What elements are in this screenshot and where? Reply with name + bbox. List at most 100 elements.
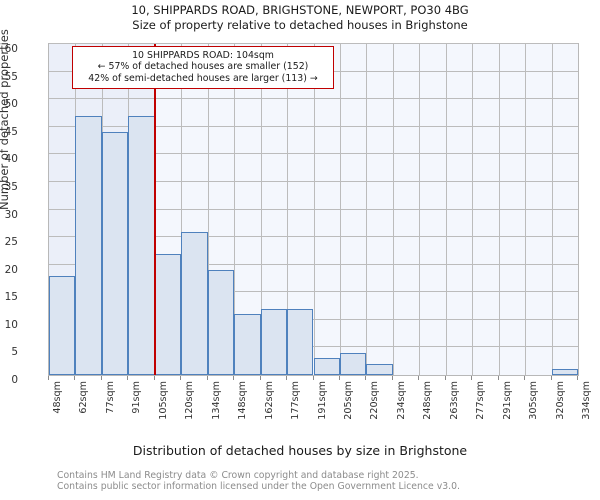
x-axis-tick-mark <box>180 376 182 380</box>
y-tick-value: 20 <box>4 263 18 276</box>
gridline-vertical <box>445 44 447 375</box>
x-axis-tick-label: 320sqm <box>554 381 566 420</box>
gridline-vertical <box>313 44 315 375</box>
x-axis-tick-label: 263sqm <box>448 381 460 420</box>
gridline-vertical <box>472 44 474 375</box>
x-axis-tick-label: 177sqm <box>290 381 302 420</box>
histogram-bar <box>154 253 182 375</box>
gridline-vertical <box>260 44 262 375</box>
footer-line-2: Contains public sector information licen… <box>57 481 460 492</box>
y-tick-value: 30 <box>4 208 18 221</box>
histogram-bar <box>128 115 155 375</box>
gridline-vertical <box>287 44 289 375</box>
histogram-bar <box>49 275 76 375</box>
x-axis-tick-label: 134sqm <box>210 381 222 420</box>
y-tick-value: 5 <box>11 346 18 359</box>
x-axis-tick-mark <box>338 376 340 380</box>
histogram-bar <box>234 314 261 375</box>
histogram-bar <box>181 231 208 375</box>
x-axis-tick-mark <box>100 376 102 380</box>
y-tick-value: 45 <box>4 125 18 138</box>
gridline-vertical <box>419 44 421 375</box>
x-axis-tick-mark <box>233 376 235 380</box>
x-axis-tick-label: 220sqm <box>369 381 381 420</box>
x-axis-tick-mark <box>524 376 526 380</box>
gridline-vertical <box>525 44 527 375</box>
y-tick-value: 10 <box>4 318 18 331</box>
y-tick-value: 0 <box>11 374 18 386</box>
page-title: 10, SHIPPARDS ROAD, BRIGHSTONE, NEWPORT,… <box>131 3 469 17</box>
x-axis-tick-label: 291sqm <box>501 381 513 420</box>
histogram-bar <box>313 358 340 375</box>
y-tick-value: 50 <box>4 98 18 111</box>
annotation-property-size: 10 SHIPPARDS ROAD: 104sqm <box>132 50 274 61</box>
x-axis-tick-mark <box>312 376 314 380</box>
x-axis-tick-label: 91sqm <box>131 381 143 414</box>
y-tick-value: 25 <box>4 236 18 249</box>
x-axis-tick-label: 62sqm <box>78 381 90 414</box>
x-axis-tick-mark <box>471 376 473 380</box>
page-subtitle: Size of property relative to detached ho… <box>132 18 468 32</box>
annotation-smaller-stat: ← 57% of detached houses are smaller (15… <box>97 61 309 73</box>
x-axis-tick-mark <box>153 376 155 380</box>
y-tick-value: 15 <box>4 291 18 304</box>
x-axis-tick-label: 305sqm <box>528 381 540 420</box>
x-axis-tick-mark <box>127 376 129 380</box>
x-axis-tick-mark <box>577 376 578 380</box>
histogram-bar <box>207 270 235 375</box>
x-axis-tick-label: 248sqm <box>422 381 434 420</box>
x-axis-tick-label: 334sqm <box>581 381 592 420</box>
gridline-vertical <box>234 44 236 375</box>
y-tick-value: 40 <box>4 153 18 166</box>
plot-area <box>48 43 579 376</box>
x-axis-tick-label: 148sqm <box>237 381 249 420</box>
gridline-horizontal <box>49 43 578 44</box>
histogram-bar <box>260 308 288 375</box>
x-axis-tick-mark <box>444 376 446 380</box>
x-axis-tick-label: 191sqm <box>316 381 328 420</box>
x-axis-tick-mark <box>391 376 393 380</box>
x-axis-tick-label: 48sqm <box>52 381 63 414</box>
histogram-bar <box>366 363 393 375</box>
histogram-bar <box>75 115 102 375</box>
gridline-vertical <box>551 44 553 375</box>
x-axis-tick-label: 120sqm <box>184 381 196 420</box>
y-tick-value: 35 <box>4 180 18 193</box>
x-axis-tick-label: 234sqm <box>395 381 407 420</box>
x-axis-tick-label: 205sqm <box>342 381 354 420</box>
x-axis-tick-mark <box>497 376 499 380</box>
histogram-bar <box>101 132 129 375</box>
footer-line-1: Contains HM Land Registry data © Crown c… <box>57 470 419 481</box>
x-axis-tick-mark <box>286 376 288 380</box>
histogram-bar <box>287 308 314 375</box>
y-tick-value: 60 <box>4 43 18 55</box>
histogram-bar <box>551 369 578 375</box>
x-axis-tick-mark <box>550 376 552 380</box>
x-axis-tick-label: 105sqm <box>157 381 169 420</box>
histogram-bar <box>339 352 367 375</box>
x-axis-tick-mark <box>418 376 420 380</box>
gridline-vertical <box>339 44 341 375</box>
x-axis-label: Distribution of detached houses by size … <box>132 443 468 458</box>
x-axis-tick-mark <box>206 376 208 380</box>
x-axis-tick-mark <box>259 376 261 380</box>
y-axis-label: Number of detached properties <box>0 29 11 210</box>
x-axis-tick-mark <box>74 376 76 380</box>
footer-attribution: Contains HM Land Registry data © Crown c… <box>57 470 577 492</box>
gridline-vertical <box>366 44 368 375</box>
property-annotation-box: 10 SHIPPARDS ROAD: 104sqm ← 57% of detac… <box>72 46 334 90</box>
x-axis-tick-label: 277sqm <box>475 381 487 420</box>
property-marker-line <box>153 44 156 375</box>
gridline-vertical <box>392 44 394 375</box>
x-axis-tick-mark <box>365 376 367 380</box>
annotation-larger-stat: 42% of semi-detached houses are larger (… <box>88 72 318 84</box>
gridline-vertical <box>207 44 209 375</box>
x-axis-tick-label: 77sqm <box>104 381 116 414</box>
chart-title-block: 10, SHIPPARDS ROAD, BRIGHSTONE, NEWPORT,… <box>0 3 600 33</box>
gridline-vertical <box>498 44 500 375</box>
y-tick-value: 55 <box>4 70 18 83</box>
x-axis-tick-mark <box>48 376 49 380</box>
x-axis-tick-label: 162sqm <box>263 381 275 420</box>
gridline-vertical <box>181 44 183 375</box>
